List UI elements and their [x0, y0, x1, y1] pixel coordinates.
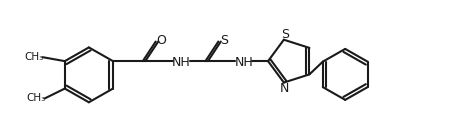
Text: CH₃: CH₃	[26, 93, 45, 103]
Text: NH: NH	[235, 56, 254, 69]
Text: N: N	[280, 82, 290, 95]
Text: S: S	[281, 28, 289, 41]
Text: NH: NH	[172, 56, 191, 69]
Text: O: O	[157, 34, 167, 47]
Text: S: S	[220, 34, 228, 47]
Text: CH₃: CH₃	[24, 52, 44, 62]
